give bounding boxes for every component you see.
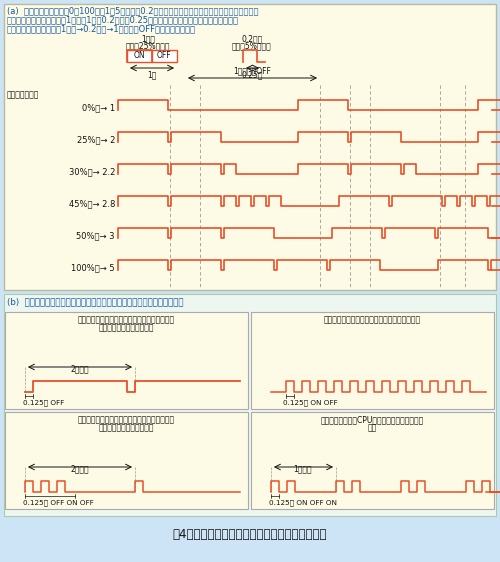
Text: 0.2相当: 0.2相当 (242, 34, 262, 43)
Text: 2秒周期: 2秒周期 (70, 364, 90, 373)
Text: 1相当: 1相当 (141, 34, 155, 43)
Text: 1秒周期: 1秒周期 (294, 464, 312, 473)
Text: 点滅周期は数値の1相当を1秒、0.2相当を0.25秒とし、その合計で数値を表示します。: 点滅周期は数値の1相当を1秒、0.2相当を0.25秒とし、その合計で数値を表示し… (7, 15, 239, 24)
Text: 1秒以上のOFF: 1秒以上のOFF (233, 66, 271, 75)
Bar (4, 4, 496, 290)
Bar (5, 412, 248, 509)
Text: (a)  入力モニタ：入力の0～100％を1～5の数値（0.2刻み）に変換し、点滅パターンで表示します。: (a) 入力モニタ：入力の0～100％を1～5の数値（0.2刻み）に変換し、点滅… (7, 6, 258, 15)
Text: 0.25秒: 0.25秒 (241, 70, 263, 79)
Text: 100%　→ 5: 100% → 5 (72, 264, 115, 273)
Bar (251, 312, 494, 409)
Text: (b)  異常モニタ：機器の異常状態を、以下の点滅パターンで表示します。: (b) 異常モニタ：機器の異常状態を、以下の点滅パターンで表示します。 (7, 297, 184, 306)
Text: 0.125秒 OFF: 0.125秒 OFF (23, 399, 64, 406)
Text: パターンは、「1相当→0.2相当→1秒以上のOFF」を繰返します。: パターンは、「1相当→0.2相当→1秒以上のOFF」を繰返します。 (7, 24, 196, 33)
Bar (5, 312, 248, 409)
Text: 0.125秒 ON OFF: 0.125秒 ON OFF (283, 399, 338, 406)
Bar (152, 50, 177, 62)
Text: 場合: 場合 (368, 423, 376, 432)
Text: 1秒: 1秒 (148, 70, 156, 79)
Text: ・入力信号下限：入力信号が出力下限リミット: ・入力信号下限：入力信号が出力下限リミット (78, 315, 174, 324)
Text: ・バーンアウト：センサの断線を検出した場合: ・バーンアウト：センサの断線を検出した場合 (324, 315, 420, 324)
Text: （入力5%相当）: （入力5%相当） (232, 41, 272, 50)
Text: 25%　→ 2: 25% → 2 (76, 135, 115, 144)
Text: ・回路異常検出：CPUが回路の異常を検出した: ・回路異常検出：CPUが回路の異常を検出した (320, 415, 424, 424)
Text: 図4　機能表示ランプの入力モニタと異常モニタ: 図4 機能表示ランプの入力モニタと異常モニタ (173, 528, 327, 541)
Text: 30%　→ 2.2: 30% → 2.2 (68, 167, 115, 176)
Bar (4, 294, 496, 516)
Text: 0.125秒 ON OFF ON: 0.125秒 ON OFF ON (269, 499, 337, 506)
Text: 0.125秒 OFF ON OFF: 0.125秒 OFF ON OFF (23, 499, 94, 506)
Text: 点滅パターン例: 点滅パターン例 (7, 90, 40, 99)
Text: に相当する値を下回る場合: に相当する値を下回る場合 (98, 323, 154, 332)
Bar (127, 50, 152, 62)
Text: 45%　→ 2.8: 45% → 2.8 (68, 200, 115, 209)
Text: OFF: OFF (156, 52, 172, 61)
Text: （入力25%相当）: （入力25%相当） (126, 41, 170, 50)
Bar (251, 412, 494, 509)
Text: に相当する値を上回る場合: に相当する値を上回る場合 (98, 423, 154, 432)
Text: 2秒周期: 2秒周期 (70, 464, 90, 473)
Text: 0%　→ 1: 0% → 1 (82, 103, 115, 112)
Text: ・入力信号上限：入力信号が出力上限リミット: ・入力信号上限：入力信号が出力上限リミット (78, 415, 174, 424)
Text: ON: ON (133, 52, 145, 61)
Text: 50%　→ 3: 50% → 3 (76, 232, 115, 241)
